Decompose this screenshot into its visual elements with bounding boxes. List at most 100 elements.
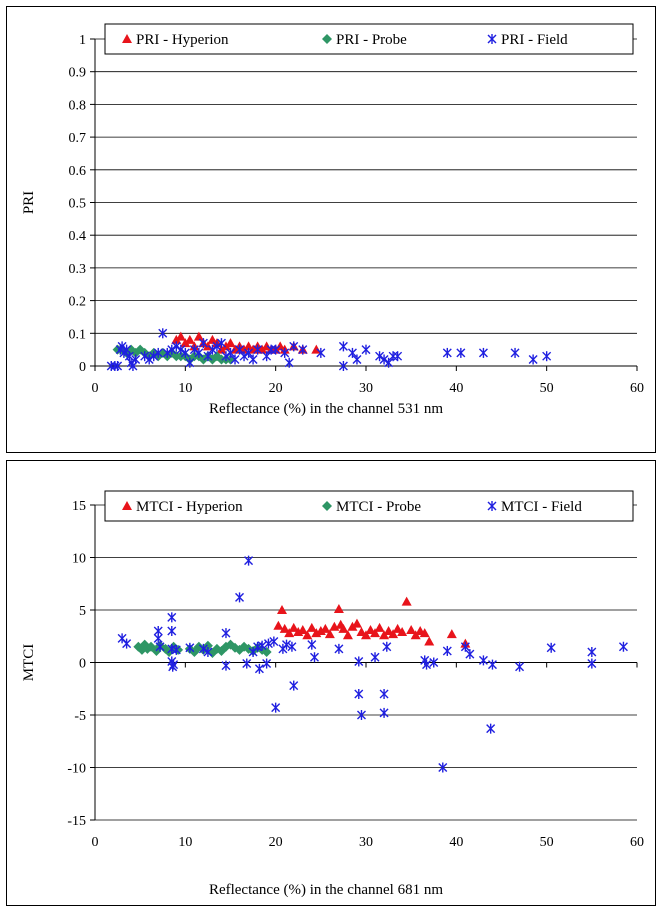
mtci-series-asterisk	[117, 555, 628, 773]
data-point	[193, 331, 204, 341]
data-point	[280, 347, 290, 358]
data-point	[235, 592, 245, 603]
mtci-scatter-chart: -15 -10 -5 0 5 10 15 0 10 20 30 40 50 60 Reflectance (…	[21, 490, 644, 898]
data-point	[361, 344, 371, 355]
data-point	[486, 723, 496, 734]
data-point	[424, 636, 435, 646]
data-point	[456, 347, 466, 358]
data-point	[406, 624, 417, 634]
data-point	[139, 639, 150, 650]
data-point	[212, 341, 222, 352]
data-point	[254, 663, 264, 674]
data-point	[393, 351, 403, 362]
data-point	[284, 628, 295, 638]
data-point	[144, 354, 154, 365]
x-tick-label: 50	[540, 381, 554, 396]
data-point	[239, 351, 249, 362]
data-point	[131, 354, 141, 365]
data-point	[478, 347, 488, 358]
data-point	[244, 347, 254, 358]
data-point	[356, 627, 367, 637]
data-point	[221, 660, 231, 671]
data-point	[338, 623, 349, 633]
y-tick-label: 0	[79, 657, 86, 672]
legend-marker	[322, 34, 332, 44]
data-point	[262, 351, 272, 362]
data-point	[221, 628, 231, 639]
data-point	[184, 334, 195, 344]
y-axis-title: PRI	[21, 191, 37, 214]
data-point	[216, 344, 227, 354]
data-point	[379, 354, 389, 365]
data-point	[442, 645, 452, 656]
data-point	[375, 351, 385, 362]
data-point	[546, 642, 556, 653]
data-point	[248, 354, 258, 365]
data-point	[388, 351, 398, 362]
data-point	[306, 622, 317, 632]
y-tick-label: 5	[79, 604, 86, 619]
x-tick-label: 60	[630, 835, 644, 850]
data-point	[370, 652, 380, 663]
x-tick-label: 20	[269, 835, 283, 850]
y-tick-label: 0.4	[69, 229, 87, 244]
legend-marker	[322, 501, 332, 511]
data-point	[289, 341, 299, 352]
data-point	[460, 641, 470, 652]
data-point	[334, 643, 344, 654]
y-tick-label: 0.2	[69, 295, 87, 310]
legend-label: MTCI - Hyperion	[136, 499, 243, 515]
data-point	[207, 344, 217, 355]
data-point	[263, 638, 273, 649]
x-axis-title: Reflectance (%) in the channel 531 nm	[209, 401, 443, 417]
x-tick-label: 0	[92, 381, 99, 396]
data-point	[171, 334, 182, 344]
data-point	[289, 680, 299, 691]
data-point	[194, 347, 204, 358]
pri-scatter-chart: 00.10.20.30.40.50.60.70.80.910 10 20 30 40 50…	[21, 23, 644, 417]
data-point	[221, 351, 231, 362]
data-point	[113, 361, 123, 371]
data-point	[279, 623, 290, 633]
data-point	[397, 627, 408, 637]
x-tick-label: 40	[449, 381, 463, 396]
data-point	[310, 652, 320, 663]
data-point	[352, 354, 362, 365]
data-point	[438, 762, 448, 773]
y-tick-label: 15	[72, 499, 86, 514]
data-point	[142, 643, 153, 654]
pri-series-asterisk	[106, 328, 552, 371]
data-point	[347, 621, 358, 631]
x-tick-label: 20	[269, 381, 283, 396]
legend-label: PRI - Probe	[336, 32, 407, 48]
data-point	[342, 630, 353, 640]
data-point	[185, 357, 195, 368]
data-point	[149, 351, 159, 362]
y-tick-label: 0.1	[69, 327, 87, 342]
data-point	[316, 347, 326, 358]
data-point	[122, 638, 132, 649]
data-point	[244, 555, 254, 566]
data-point	[180, 347, 190, 358]
data-point	[261, 647, 272, 657]
data-point	[465, 649, 475, 660]
data-point	[379, 689, 389, 699]
x-axis-title: Reflectance (%) in the channel 681 nm	[209, 882, 443, 898]
data-point	[140, 351, 150, 362]
y-tick-label: -5	[74, 709, 86, 724]
data-point	[230, 354, 240, 365]
y-tick-label: 1	[79, 33, 86, 48]
data-point	[220, 341, 231, 351]
data-point	[392, 623, 403, 633]
data-point	[171, 341, 181, 352]
data-point	[257, 640, 267, 651]
legend-marker	[487, 34, 497, 44]
data-point	[235, 344, 245, 355]
data-point	[207, 334, 218, 344]
mtci-chart-panel: -15 -10 -5 0 5 10 15 0 10 20 30 40 50 60 Reflectance (…	[6, 460, 656, 906]
data-point	[202, 640, 213, 651]
data-point	[242, 658, 252, 669]
data-point	[185, 642, 195, 653]
x-tick-label: 10	[178, 835, 192, 850]
legend: PRI - Hyperion PRI - Probe PRI - Field	[104, 23, 634, 55]
